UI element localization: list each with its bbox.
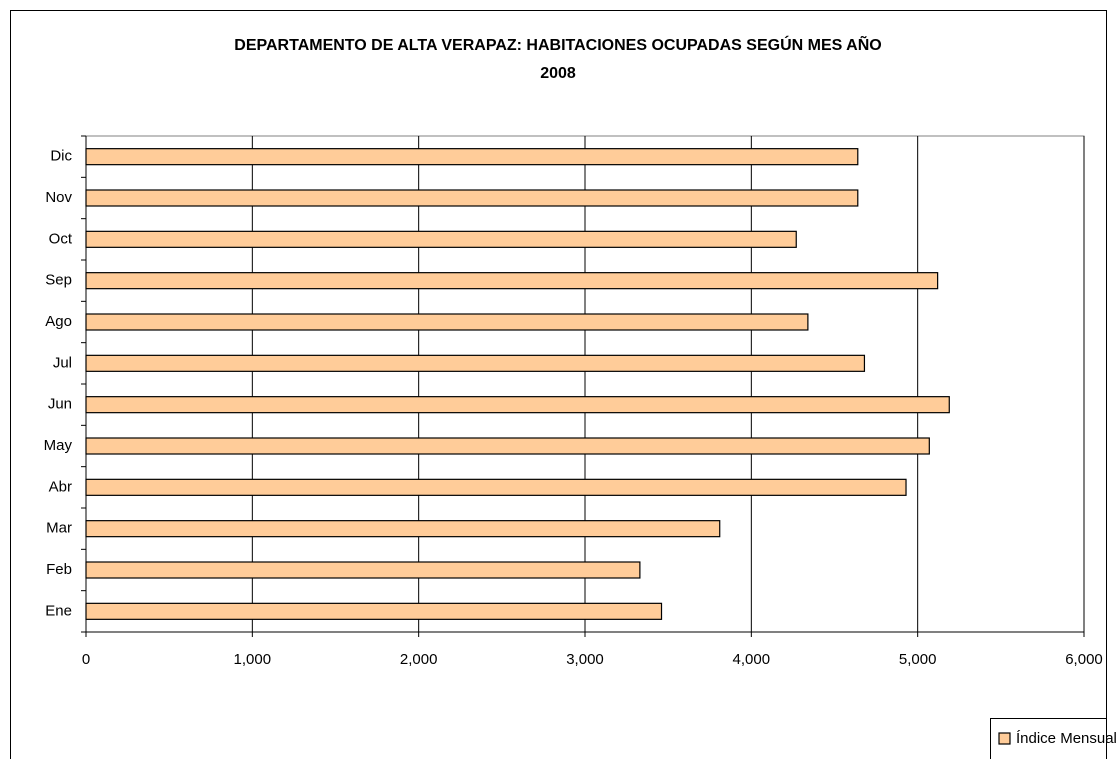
chart-title: DEPARTAMENTO DE ALTA VERAPAZ: HABITACION… <box>234 34 881 54</box>
bar <box>85 354 866 372</box>
y-tick-label: May <box>44 437 73 454</box>
legend-label: Índice Mensual <box>1016 730 1117 747</box>
x-tick-label: 6,000 <box>1065 651 1103 668</box>
x-tick-label: 2,000 <box>400 651 438 668</box>
chart-title: 2008 <box>540 65 576 82</box>
x-tick-label: 3,000 <box>566 651 604 668</box>
x-tick-label: 4,000 <box>733 651 771 668</box>
bar <box>85 313 809 331</box>
y-tick-label: Abr <box>49 478 72 495</box>
y-tick-label: Sep <box>45 272 72 289</box>
x-tick-label: 5,000 <box>899 651 937 668</box>
bar <box>85 602 663 620</box>
bar <box>85 272 939 290</box>
y-tick-label: Nov <box>45 189 72 206</box>
bar <box>85 148 859 166</box>
y-tick-label: Oct <box>49 230 73 247</box>
y-tick-label: Jun <box>48 396 72 413</box>
y-tick-label: Dic <box>50 148 72 165</box>
y-tick-label: Jul <box>53 354 72 371</box>
bar <box>85 437 930 455</box>
y-tick-label: Ene <box>45 602 72 619</box>
x-tick-label: 1,000 <box>234 651 272 668</box>
legend-swatch <box>998 732 1011 745</box>
bar <box>85 520 721 538</box>
bar <box>85 396 950 414</box>
y-tick-label: Feb <box>46 561 72 578</box>
bar <box>85 230 797 248</box>
bar <box>85 561 641 579</box>
x-tick-label: 0 <box>82 651 90 668</box>
bar <box>85 189 859 207</box>
y-tick-label: Ago <box>45 313 72 330</box>
bar <box>85 478 907 496</box>
y-tick-label: Mar <box>46 520 72 537</box>
